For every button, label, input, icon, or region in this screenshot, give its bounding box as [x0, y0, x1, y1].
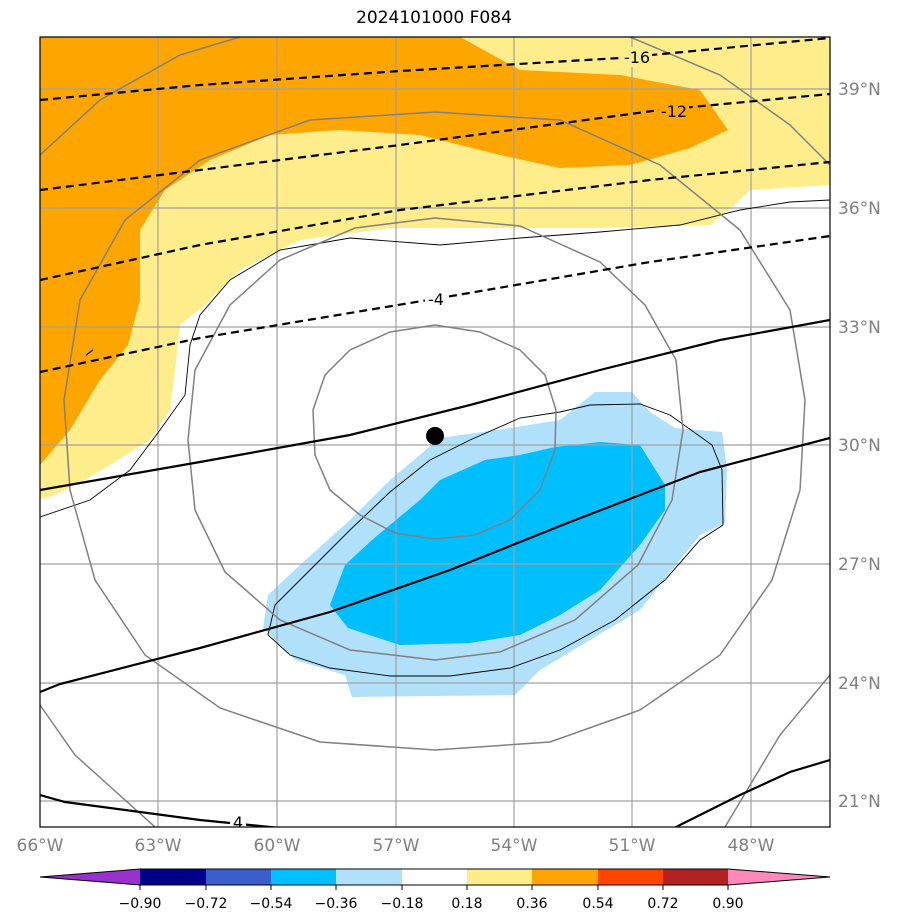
lon-label: 60°W	[254, 836, 301, 856]
colorbar-tick-label: −0.18	[381, 896, 424, 912]
colorbar-extend-low	[40, 869, 140, 885]
colorbar-segment	[140, 869, 206, 885]
lat-label: 36°N	[838, 199, 881, 219]
colorbar-tick-label: −0.72	[185, 896, 228, 912]
colorbar-segment	[271, 869, 336, 885]
anomaly-outline-contour	[40, 199, 830, 518]
map-title: 2024101000 F084	[356, 8, 512, 28]
colorbar-segment	[532, 869, 598, 885]
negative-anomaly-mid-region	[330, 442, 665, 645]
map-plot-area: -16 -12 -4 4	[40, 37, 830, 832]
contour-label-minus-12: -12	[661, 102, 687, 121]
colorbar-tick-labels: −0.90 −0.72 −0.54 −0.36 −0.18 0.18 0.36 …	[119, 896, 744, 912]
graticule	[40, 37, 830, 827]
colorbar-tick-label: −0.36	[315, 896, 358, 912]
colorbar-tick-label: 0.36	[516, 896, 547, 912]
lon-label: 66°W	[17, 836, 64, 856]
colorbar-tick-label: 0.90	[712, 896, 743, 912]
lat-label: 33°N	[838, 318, 881, 338]
lat-label: 24°N	[838, 674, 881, 694]
lon-label: 57°W	[373, 836, 420, 856]
contour-label-bg-16	[622, 47, 652, 67]
lon-label: 51°W	[609, 836, 656, 856]
colorbar-tick-label: 0.72	[647, 896, 678, 912]
contour-label-bg-4	[425, 289, 447, 309]
colorbar-segment	[336, 869, 402, 885]
contour-label-minus-4: -4	[428, 290, 444, 309]
colorbar-segment	[402, 869, 467, 885]
colorbar-tick-label: −0.54	[250, 896, 293, 912]
contour-value-labels: -16 -12 -4 4	[230, 47, 689, 832]
colorbar-segment	[467, 869, 532, 885]
contour-label-4: 4	[233, 813, 243, 832]
lon-label: 54°W	[491, 836, 538, 856]
lon-label: 63°W	[135, 836, 182, 856]
colorbar-segment	[206, 869, 271, 885]
latitude-labels: 21°N 24°N 27°N 30°N 33°N 36°N 39°N	[838, 80, 881, 812]
colorbar-segment	[598, 869, 663, 885]
colorbar-extend-high	[728, 869, 830, 885]
colorbar-segment	[663, 869, 728, 885]
lat-label: 27°N	[838, 555, 881, 575]
lat-label: 39°N	[838, 80, 881, 100]
contour-label-bg-12	[659, 101, 689, 121]
colorbar-tick-label: −0.90	[119, 896, 162, 912]
anomaly-inner-contour	[267, 403, 724, 677]
small-contour-fragment	[85, 349, 94, 356]
colorbar-tick-label: 0.54	[582, 896, 613, 912]
contour-label-bg-pos4	[230, 812, 246, 827]
lon-label: 48°W	[728, 836, 775, 856]
positive-anomaly-mid-region	[40, 37, 728, 465]
colorbar-tick-label: 0.18	[451, 896, 482, 912]
colorbar-ticks	[139, 885, 729, 890]
map-frame	[39, 36, 831, 828]
solid-contours	[40, 318, 830, 827]
storm-center-marker	[426, 426, 444, 445]
colorbar: −0.90 −0.72 −0.54 −0.36 −0.18 0.18 0.36 …	[39, 868, 831, 912]
longitude-labels: 66°W 63°W 60°W 57°W 54°W 51°W 48°W	[17, 836, 775, 856]
lat-label: 30°N	[838, 436, 881, 456]
contour-label-minus-16: -16	[624, 48, 650, 67]
lat-label: 21°N	[838, 792, 881, 812]
